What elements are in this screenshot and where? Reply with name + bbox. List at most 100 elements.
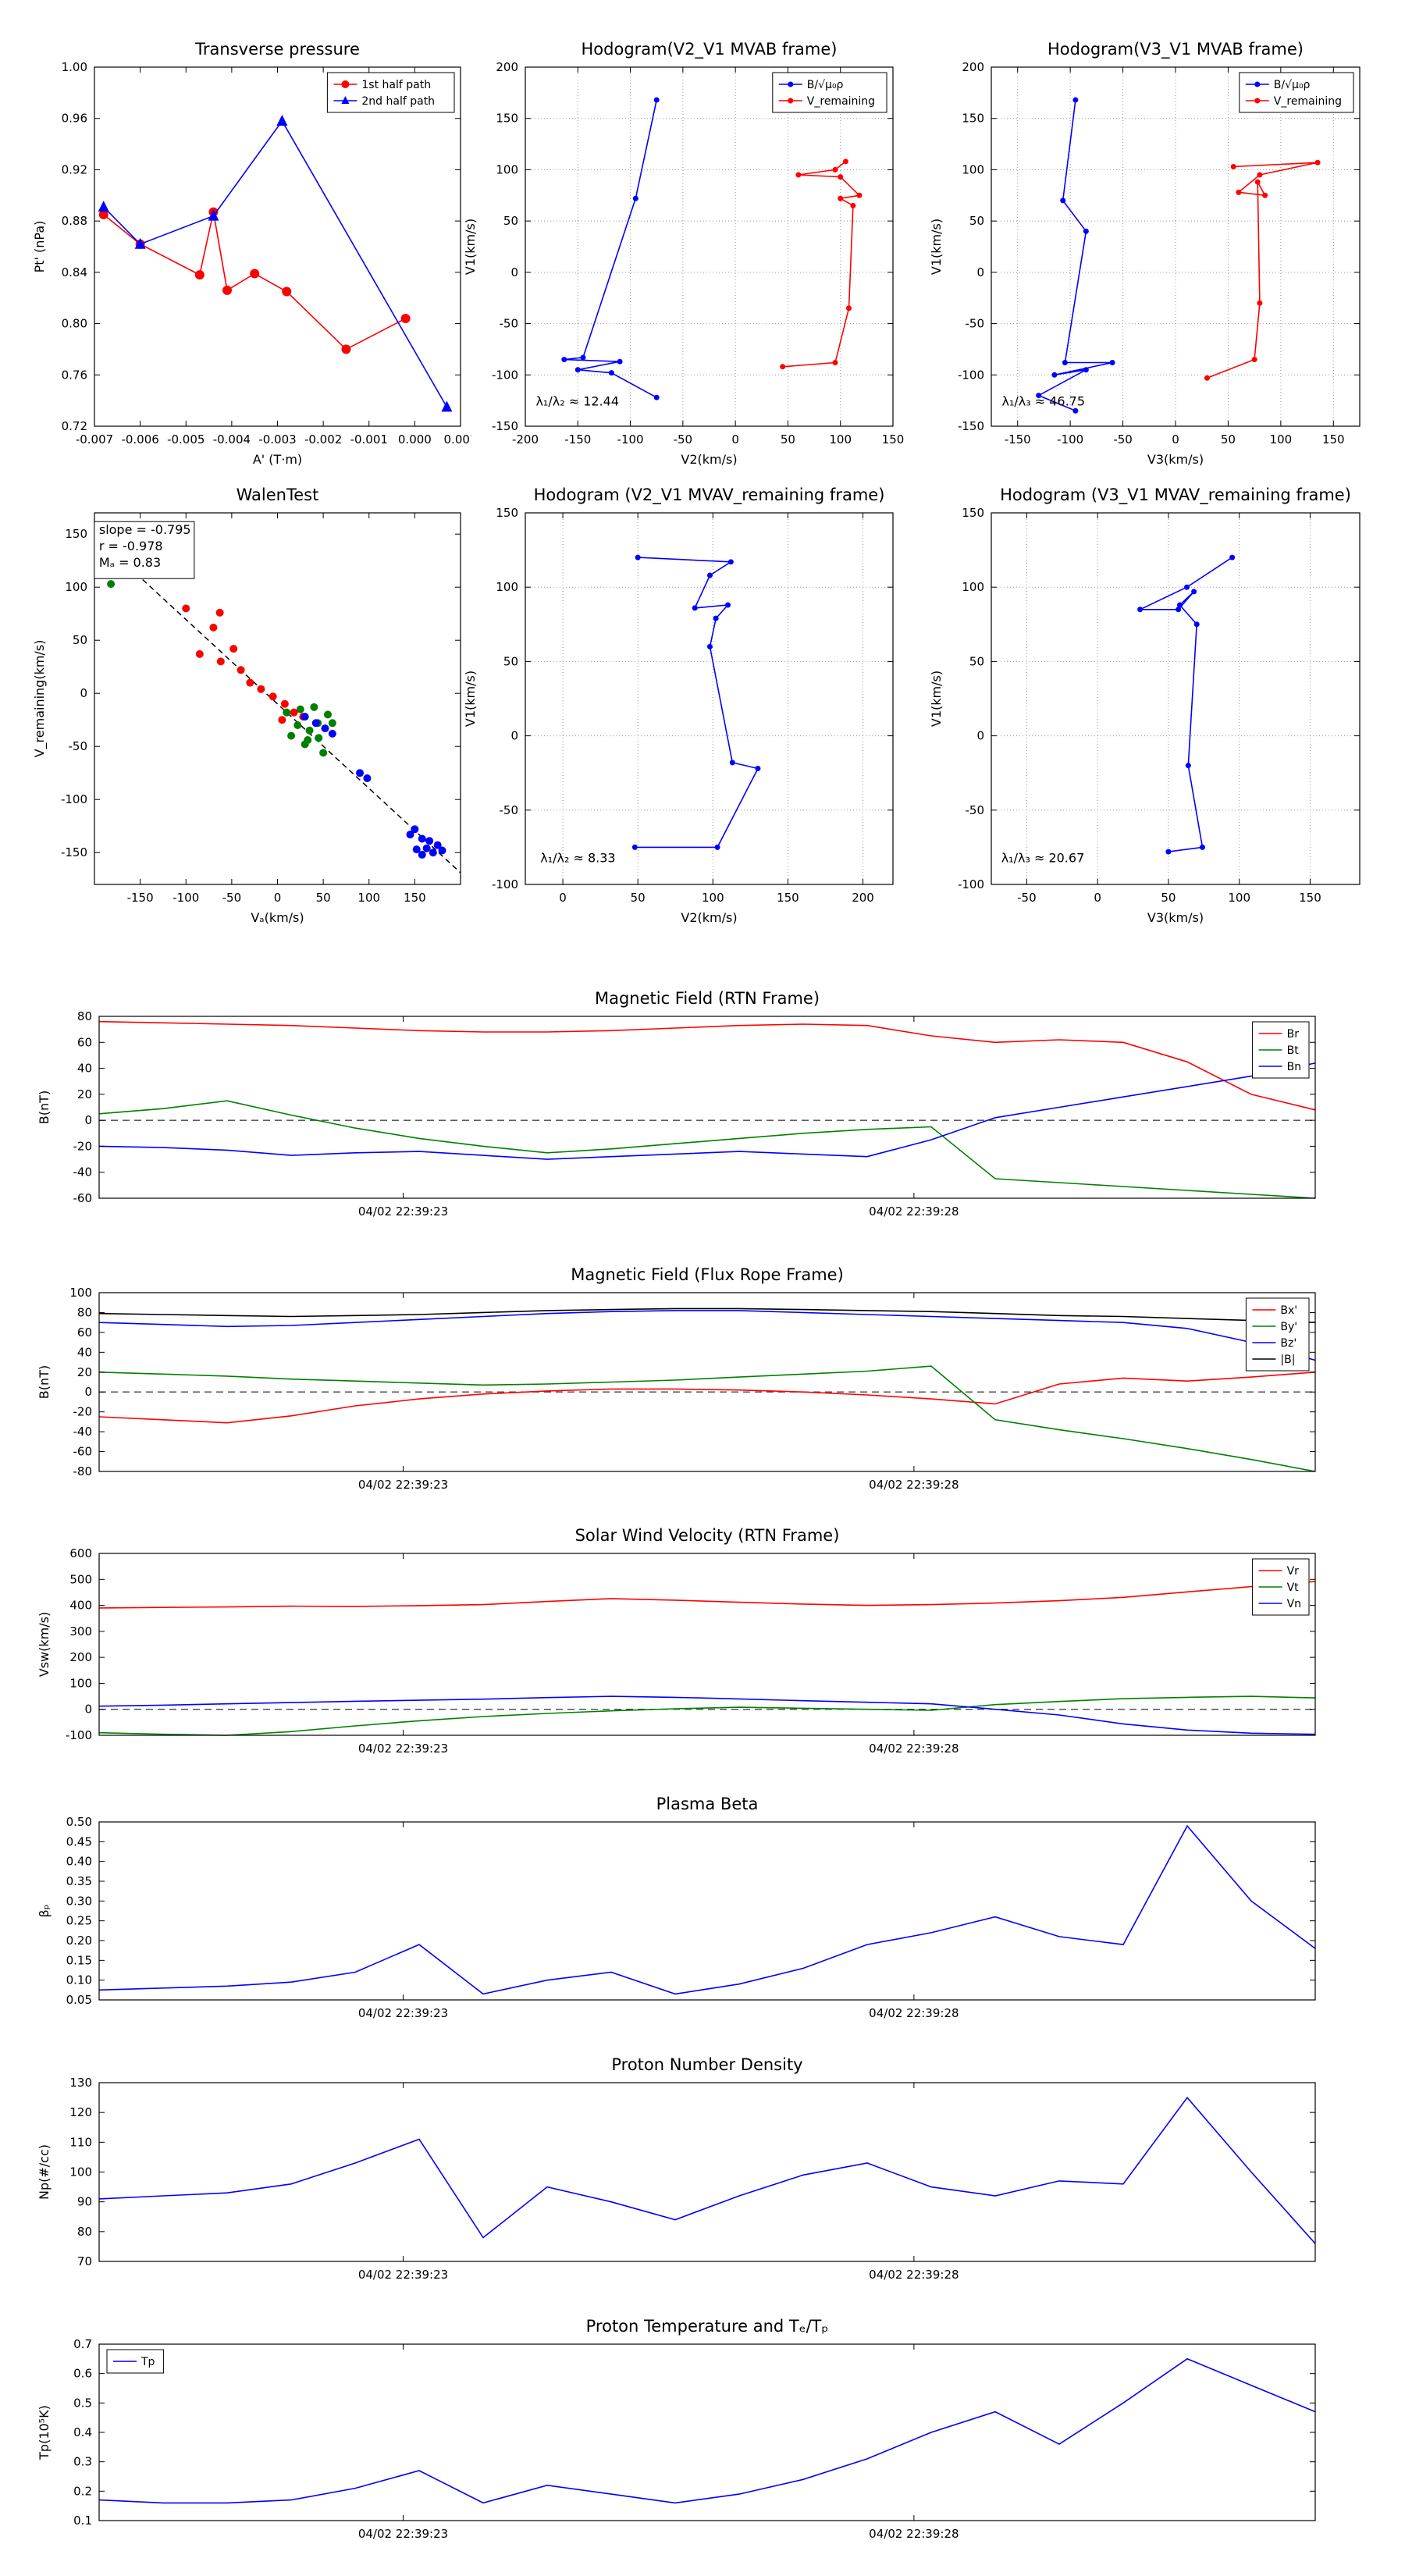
svg-text:300: 300	[69, 1624, 92, 1638]
svg-text:Solar Wind Velocity (RTN Frame: Solar Wind Velocity (RTN Frame)	[575, 1526, 840, 1545]
svg-text:-20: -20	[73, 1405, 93, 1419]
svg-text:-0.007: -0.007	[76, 432, 113, 447]
svg-text:Magnetic Field (RTN Frame): Magnetic Field (RTN Frame)	[595, 989, 820, 1008]
svg-text:0.30: 0.30	[66, 1894, 92, 1908]
svg-text:V1(km/s): V1(km/s)	[463, 671, 478, 727]
svg-text:130: 130	[69, 2076, 92, 2090]
svg-text:50: 50	[1221, 432, 1236, 447]
svg-text:0.10: 0.10	[66, 1973, 92, 1987]
svg-text:0: 0	[510, 729, 518, 743]
svg-text:-0.005: -0.005	[167, 432, 205, 447]
svg-text:B/√μ₀ρ: B/√μ₀ρ	[1274, 79, 1311, 91]
svg-text:βₚ: βₚ	[37, 1904, 52, 1917]
svg-text:150: 150	[404, 891, 426, 905]
svg-text:04/02 22:39:23: 04/02 22:39:23	[358, 2527, 448, 2541]
svg-text:Bn: Bn	[1287, 1061, 1301, 1073]
svg-text:Vt: Vt	[1287, 1582, 1300, 1594]
svg-text:r = -0.978: r = -0.978	[99, 539, 163, 553]
chart-magnetic-field-flux-rope: 04/02 22:39:23 04/02 22:39:28 -80 -60 -40 -20…	[33, 1260, 1326, 1503]
svg-text:0: 0	[976, 729, 984, 743]
svg-text:Bz': Bz'	[1280, 1337, 1297, 1350]
svg-text:40: 40	[77, 1062, 92, 1076]
svg-text:V_remaining: V_remaining	[807, 95, 875, 108]
svg-text:150: 150	[882, 432, 904, 447]
svg-text:0.1: 0.1	[73, 2514, 92, 2528]
svg-text:50: 50	[631, 891, 646, 905]
svg-text:Hodogram(V2_V1 MVAB frame): Hodogram(V2_V1 MVAB frame)	[582, 40, 838, 59]
svg-text:0: 0	[510, 265, 518, 279]
svg-text:0.15: 0.15	[66, 1953, 92, 1967]
svg-text:200: 200	[962, 60, 984, 74]
svg-text:0: 0	[84, 1113, 92, 1127]
svg-text:Plasma Beta: Plasma Beta	[656, 1795, 759, 1813]
svg-text:-80: -80	[73, 1464, 93, 1478]
svg-text:-200: -200	[512, 432, 539, 447]
svg-text:V_remaining: V_remaining	[1274, 95, 1342, 108]
svg-text:Vsw(km/s): Vsw(km/s)	[37, 1612, 52, 1677]
svg-text:-50: -50	[500, 317, 519, 331]
svg-text:B(nT): B(nT)	[37, 1091, 52, 1124]
chart-transverse-pressure: -0.007 -0.006 -0.005 -0.004 -0.003 -0.002 -0.0…	[28, 31, 471, 475]
svg-text:Mₐ = 0.83: Mₐ = 0.83	[99, 555, 161, 570]
chart-walen-test: -150 -100 -50 0 50 100 150 -150 -100 -50 0 50 100 150…	[28, 477, 471, 933]
svg-text:1st half path: 1st half path	[361, 79, 431, 91]
svg-text:0.20: 0.20	[66, 1934, 92, 1948]
svg-text:50: 50	[1161, 891, 1176, 905]
svg-text:500: 500	[69, 1572, 92, 1586]
svg-text:Hodogram (V2_V1 MVAV_remaining: Hodogram (V2_V1 MVAV_remaining frame)	[534, 486, 885, 505]
svg-text:|B|: |B|	[1280, 1354, 1295, 1366]
svg-text:0.88: 0.88	[62, 214, 87, 228]
svg-text:λ₁/λ₃ ≈ 46.75: λ₁/λ₃ ≈ 46.75	[1001, 394, 1085, 409]
svg-text:-50: -50	[674, 432, 693, 447]
svg-text:λ₁/λ₂ ≈ 12.44: λ₁/λ₂ ≈ 12.44	[535, 394, 619, 409]
svg-text:Vr: Vr	[1287, 1565, 1300, 1578]
svg-text:0: 0	[976, 265, 984, 279]
svg-text:-50: -50	[1113, 432, 1133, 447]
svg-text:-100: -100	[617, 432, 644, 447]
svg-text:100: 100	[1270, 432, 1293, 447]
svg-text:0.3: 0.3	[73, 2455, 92, 2469]
svg-text:-150: -150	[1005, 432, 1031, 447]
svg-text:0.50: 0.50	[66, 1815, 92, 1829]
svg-text:0.40: 0.40	[66, 1855, 92, 1869]
svg-text:0: 0	[1094, 891, 1101, 905]
svg-text:Bt: Bt	[1287, 1044, 1300, 1057]
svg-text:2nd half path: 2nd half path	[361, 95, 435, 108]
svg-text:Np(#/cc): Np(#/cc)	[37, 2144, 52, 2200]
svg-text:04/02 22:39:23: 04/02 22:39:23	[358, 1478, 448, 1492]
svg-text:90: 90	[77, 2195, 92, 2209]
svg-text:0: 0	[559, 891, 567, 905]
svg-text:B(nT): B(nT)	[37, 1365, 52, 1399]
svg-text:400: 400	[69, 1599, 92, 1613]
chart-hodogram-v2v1-mvab: -200 -150 -100 -50 0 50 100 150 -150 -100 -50 0 50 10…	[459, 31, 904, 475]
svg-text:-20: -20	[73, 1139, 93, 1153]
svg-text:0.6: 0.6	[73, 2367, 92, 2381]
svg-text:80: 80	[77, 1009, 92, 1023]
svg-text:200: 200	[496, 60, 518, 74]
svg-text:50: 50	[969, 214, 984, 228]
svg-text:0: 0	[274, 891, 282, 905]
svg-text:0.35: 0.35	[66, 1874, 92, 1888]
svg-text:80: 80	[77, 1305, 92, 1319]
chart-proton-temperature: 04/02 22:39:23 04/02 22:39:28 0.1 0.2 0.3 0.4…	[33, 2311, 1326, 2552]
svg-text:150: 150	[496, 506, 518, 520]
svg-text:0.2: 0.2	[73, 2484, 92, 2498]
svg-text:04/02 22:39:23: 04/02 22:39:23	[358, 1204, 448, 1219]
svg-text:100: 100	[962, 162, 984, 176]
svg-text:60: 60	[77, 1325, 92, 1340]
chart-magnetic-field-rtn: 04/02 22:39:23 04/02 22:39:28 -60 -40 -20 0 20…	[33, 984, 1326, 1229]
chart-hodogram-v3v1-mvav: -50 0 50 100 150 -100 -50 0 50 100 150 Hodogram (V3…	[925, 477, 1371, 933]
svg-text:Br: Br	[1287, 1028, 1300, 1041]
svg-text:150: 150	[496, 112, 518, 126]
chart-hodogram-v2v1-mvav: 0 50 100 150 200 -100 -50 0 50 100 150 Hodogram (V2…	[459, 477, 904, 933]
svg-text:0.05: 0.05	[66, 1993, 92, 2007]
chart-solar-wind-velocity: 04/02 22:39:23 04/02 22:39:28 -100 0 100 200 3…	[33, 1521, 1326, 1767]
svg-text:Transverse pressure: Transverse pressure	[194, 40, 360, 59]
svg-text:-150: -150	[958, 419, 984, 433]
svg-text:110: 110	[69, 2135, 92, 2149]
svg-text:-100: -100	[61, 792, 87, 806]
svg-text:-0.002: -0.002	[304, 432, 342, 447]
svg-text:V_remaining(km/s): V_remaining(km/s)	[32, 640, 48, 758]
svg-text:200: 200	[852, 891, 874, 905]
svg-text:0.80: 0.80	[62, 317, 87, 331]
